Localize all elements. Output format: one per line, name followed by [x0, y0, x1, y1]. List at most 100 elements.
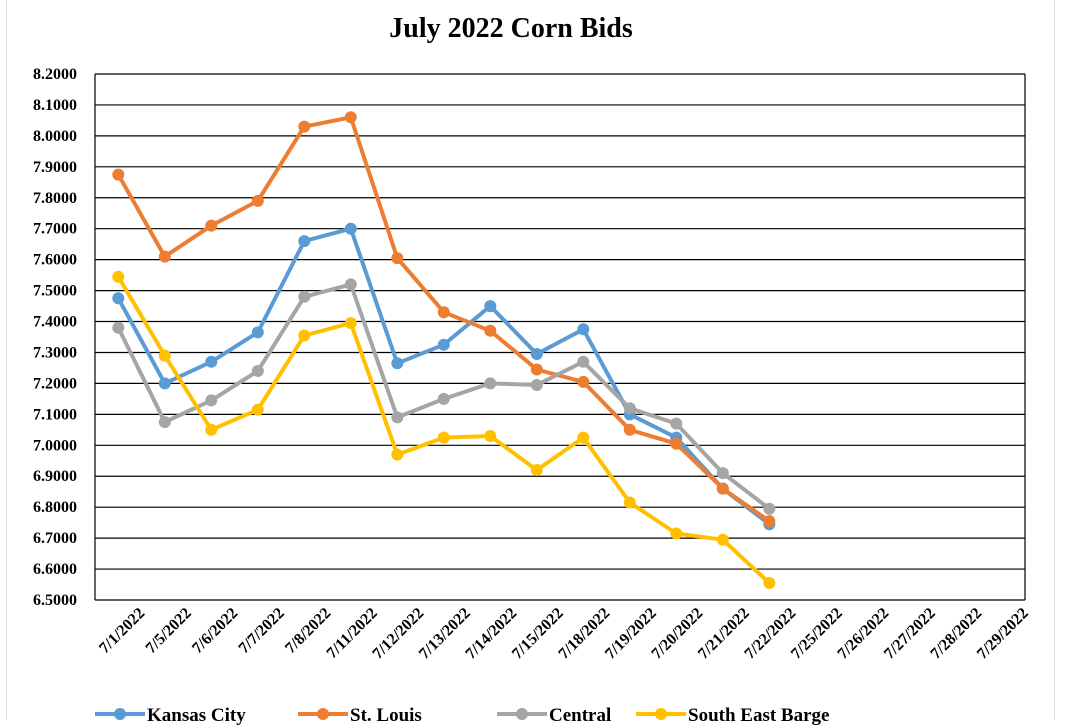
data-point: [484, 430, 497, 442]
data-point: [112, 321, 125, 334]
data-point: [577, 431, 590, 444]
data-point: [437, 392, 450, 405]
legend-item: Kansas City: [95, 705, 246, 726]
data-point: [391, 252, 404, 265]
data-point: [530, 348, 543, 360]
data-point: [251, 194, 264, 207]
data-point: [670, 437, 683, 450]
legend-swatch-marker: [114, 708, 126, 720]
series-south-east-barge: [112, 270, 776, 589]
data-point: [716, 467, 729, 480]
data-point: [298, 120, 311, 133]
data-point: [530, 379, 543, 391]
data-point: [298, 235, 311, 248]
data-point: [530, 363, 543, 376]
series-st-louis: [112, 111, 776, 528]
legend: Kansas City St. Louis Central South East Ba…: [95, 705, 829, 726]
y-tick-label: 6.8000: [33, 499, 77, 516]
y-tick-label: 7.8000: [33, 190, 77, 207]
y-tick-label: 7.7000: [33, 221, 77, 238]
data-point: [391, 357, 404, 370]
legend-swatch-marker: [655, 708, 667, 720]
x-tick-label: 7/1/2022: [96, 605, 148, 657]
y-tick-label: 6.5000: [33, 592, 77, 609]
y-tick-label: 7.4000: [33, 314, 77, 331]
data-point: [670, 527, 683, 540]
data-point: [577, 323, 590, 336]
y-tick-label: 8.2000: [33, 66, 77, 83]
data-point: [530, 464, 543, 476]
data-point: [670, 417, 683, 430]
x-axis-ticks: 7/1/20227/5/20227/6/20227/7/20227/8/2022…: [96, 605, 1032, 663]
data-point: [205, 394, 218, 407]
data-point: [484, 300, 497, 313]
y-axis-ticks: 6.5000 6.6000 6.7000 6.8000 6.9000 7.0000 7.10…: [33, 66, 77, 609]
chart-frame: [6, 0, 1055, 720]
data-point: [112, 292, 125, 305]
legend-label: Kansas City: [147, 705, 246, 726]
data-point: [437, 306, 450, 319]
series-lines: [112, 111, 776, 589]
data-point: [484, 377, 497, 390]
data-point: [716, 533, 729, 546]
y-tick-label: 6.9000: [33, 468, 77, 485]
data-point: [437, 338, 450, 351]
legend-item: St. Louis: [298, 705, 422, 726]
data-point: [251, 326, 264, 339]
data-point: [763, 502, 776, 515]
data-point: [251, 365, 264, 377]
legend-item: Central: [497, 705, 611, 726]
data-point: [344, 222, 357, 235]
gridlines: [94, 73, 1026, 601]
data-point: [205, 219, 218, 232]
y-tick-label: 6.7000: [33, 530, 77, 547]
series-line: [116, 115, 771, 523]
x-tick-label: 7/5/2022: [143, 605, 195, 657]
data-point: [158, 250, 171, 263]
y-tick-label: 7.3000: [33, 344, 77, 361]
y-tick-label: 7.9000: [33, 159, 77, 176]
data-point: [344, 278, 357, 291]
data-point: [158, 349, 171, 362]
data-point: [623, 423, 636, 436]
y-tick-label: 8.1000: [33, 97, 77, 114]
data-point: [344, 111, 357, 124]
data-point: [763, 515, 776, 528]
series-central: [112, 278, 776, 515]
data-point: [484, 324, 497, 337]
legend-label: South East Barge: [688, 705, 829, 726]
data-point: [344, 317, 357, 330]
data-point: [577, 355, 590, 368]
data-point: [763, 577, 776, 589]
data-point: [205, 423, 218, 436]
data-point: [623, 402, 636, 415]
data-point: [112, 270, 125, 283]
chart-title: July 2022 Corn Bids: [389, 13, 633, 44]
legend-swatch-marker: [516, 708, 528, 720]
series-kansas-city: [112, 222, 776, 531]
y-tick-label: 7.5000: [33, 283, 77, 300]
y-tick-label: 7.6000: [33, 252, 77, 269]
x-tick-label: 7/6/2022: [189, 605, 241, 657]
legend-swatch-marker: [317, 708, 329, 720]
series-line: [116, 226, 771, 526]
legend-item: South East Barge: [636, 705, 829, 726]
data-point: [112, 168, 125, 181]
y-tick-label: 6.6000: [33, 561, 77, 578]
data-point: [158, 377, 171, 390]
y-tick-label: 8.0000: [33, 128, 77, 145]
data-point: [298, 290, 311, 303]
data-point: [623, 496, 636, 509]
y-tick-label: 7.1000: [33, 406, 77, 423]
data-point: [391, 448, 404, 461]
data-point: [716, 482, 729, 495]
data-point: [158, 416, 171, 429]
data-point: [437, 431, 450, 444]
data-point: [391, 411, 404, 424]
legend-label: Central: [549, 705, 611, 726]
x-tick-label: 7/29/2022: [974, 605, 1032, 663]
data-point: [205, 355, 218, 368]
data-point: [298, 329, 311, 342]
y-tick-label: 7.2000: [33, 375, 77, 392]
